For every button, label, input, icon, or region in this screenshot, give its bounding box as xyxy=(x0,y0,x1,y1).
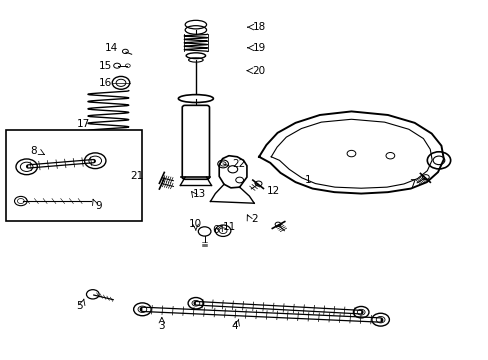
Text: 10: 10 xyxy=(188,219,201,229)
Text: 9: 9 xyxy=(95,201,102,211)
Bar xyxy=(6,130,142,221)
Text: 11: 11 xyxy=(223,222,236,232)
Text: 4: 4 xyxy=(231,321,238,331)
Text: 3: 3 xyxy=(158,321,165,331)
Text: 19: 19 xyxy=(252,43,265,53)
Text: 12: 12 xyxy=(266,186,280,197)
Text: 6: 6 xyxy=(212,225,218,235)
Text: 14: 14 xyxy=(104,43,118,53)
Text: 2: 2 xyxy=(250,214,257,224)
Text: 7: 7 xyxy=(408,179,415,189)
Text: 13: 13 xyxy=(193,189,206,199)
Text: 20: 20 xyxy=(252,66,265,76)
Text: 16: 16 xyxy=(99,78,112,88)
Text: 21: 21 xyxy=(130,171,143,181)
Text: 5: 5 xyxy=(76,301,82,311)
Text: 15: 15 xyxy=(99,61,112,71)
Text: 22: 22 xyxy=(232,159,245,169)
Text: 18: 18 xyxy=(252,22,265,32)
Text: 17: 17 xyxy=(76,118,89,129)
Text: 8: 8 xyxy=(30,147,37,157)
Ellipse shape xyxy=(178,95,213,103)
Text: 1: 1 xyxy=(304,175,310,185)
FancyBboxPatch shape xyxy=(182,105,209,179)
